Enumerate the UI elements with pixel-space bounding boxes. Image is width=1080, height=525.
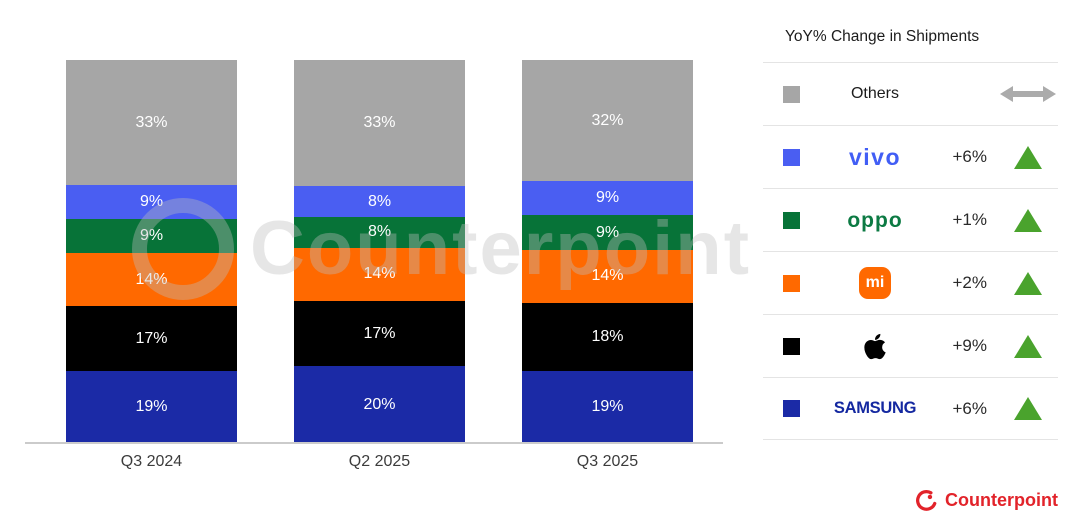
bar-segment-value: 9%	[595, 223, 620, 241]
up-triangle-icon	[1013, 145, 1042, 169]
bar-segment-oppo: 9%	[66, 219, 237, 254]
bar-segment-value: 9%	[139, 227, 164, 245]
bar-segment-oppo: 8%	[294, 217, 465, 248]
oppo-logo: oppo	[847, 208, 903, 232]
up-triangle-icon	[1013, 271, 1042, 295]
legend-row-apple: +9%	[763, 314, 1058, 377]
stacked-bar-q3-2025: 32% 9% 9% 14% 18% 19%	[522, 60, 693, 443]
xiaomi-change: +2%	[952, 273, 988, 292]
legend-panel: YoY% Change in Shipments Others vivo +6%…	[763, 14, 1058, 440]
bar-segment-value: 33%	[363, 114, 396, 132]
bar-segment-value: 19%	[591, 397, 624, 415]
bar-segment-samsung: 20%	[294, 366, 465, 443]
bar-segment-vivo: 8%	[294, 186, 465, 217]
category-label-q2-2025: Q2 2025	[348, 453, 411, 470]
samsung-change: +6%	[952, 398, 988, 418]
legend-title: YoY% Change in Shipments	[785, 28, 980, 45]
x-axis-line	[25, 442, 723, 444]
samsung-swatch	[783, 400, 800, 417]
bar-segment-xiaomi: 14%	[522, 249, 693, 303]
others-label: Others	[850, 85, 899, 102]
bar-segment-others: 33%	[66, 60, 237, 186]
legend-row-oppo: oppo +1%	[763, 188, 1058, 251]
bar-segment-value: 18%	[591, 327, 624, 345]
samsung-logo: SAMSUNG	[833, 399, 917, 418]
legend-row-others: Others	[763, 62, 1058, 125]
up-triangle-icon	[1013, 334, 1042, 358]
bar-segment-value: 32%	[591, 111, 624, 129]
bar-segment-value: 8%	[367, 223, 392, 241]
bar-segment-samsung: 19%	[522, 370, 693, 443]
bar-segment-vivo: 9%	[66, 185, 237, 220]
legend-row-samsung: SAMSUNG +6%	[763, 377, 1058, 440]
apple-change: +9%	[952, 336, 988, 355]
bar-segment-value: 14%	[363, 265, 396, 283]
others-swatch	[783, 85, 800, 103]
category-label-q3-2025: Q3 2025	[576, 453, 639, 470]
xiaomi-logo-icon: mi	[859, 267, 891, 299]
vivo-logo: vivo	[848, 143, 902, 170]
vivo-change: +6%	[952, 147, 988, 166]
legend-row-xiaomi: mi +2%	[763, 251, 1058, 314]
bar-segment-xiaomi: 14%	[66, 253, 237, 307]
vivo-swatch	[783, 148, 800, 166]
bar-segment-apple: 17%	[66, 306, 237, 371]
bar-segment-samsung: 19%	[66, 370, 237, 443]
oppo-swatch	[783, 211, 800, 229]
bar-segment-value: 9%	[595, 189, 620, 207]
bar-segment-value: 17%	[363, 324, 396, 342]
bar-segment-value: 9%	[139, 193, 164, 211]
apple-logo-icon	[864, 333, 886, 359]
bar-segment-value: 14%	[591, 267, 624, 285]
bar-segment-others: 32%	[522, 60, 693, 182]
bar-segment-others: 33%	[294, 60, 465, 187]
counterpoint-brand: Counterpoint	[915, 489, 1058, 512]
category-label-q3-2024: Q3 2024	[120, 453, 183, 470]
stacked-bar-q2-2025: 33% 8% 8% 14% 17% 20%	[294, 60, 465, 443]
bar-segment-value: 14%	[135, 270, 168, 288]
bar-segment-value: 19%	[135, 397, 168, 415]
xiaomi-swatch	[783, 274, 800, 292]
bar-segment-apple: 17%	[294, 301, 465, 367]
apple-swatch	[783, 337, 800, 355]
counterpoint-brand-text: Counterpoint	[945, 490, 1058, 510]
bar-segment-value: 33%	[135, 113, 168, 131]
counterpoint-logo-icon	[916, 490, 937, 511]
bar-segment-vivo: 9%	[522, 181, 693, 216]
bar-segment-value: 20%	[363, 395, 396, 413]
up-triangle-icon	[1013, 397, 1042, 420]
bar-segment-xiaomi: 14%	[294, 247, 465, 302]
bar-segment-value: 8%	[367, 192, 392, 210]
bar-segment-apple: 18%	[522, 302, 693, 371]
bar-segment-value: 17%	[135, 329, 168, 347]
bar-segment-oppo: 9%	[522, 215, 693, 250]
legend-row-vivo: vivo +6%	[763, 125, 1058, 188]
stacked-bar-q3-2024: 33% 9% 9% 14% 17% 19%	[66, 60, 237, 443]
oppo-change: +1%	[952, 210, 988, 229]
left-right-arrow-icon	[999, 86, 1056, 102]
up-triangle-icon	[1013, 208, 1042, 232]
